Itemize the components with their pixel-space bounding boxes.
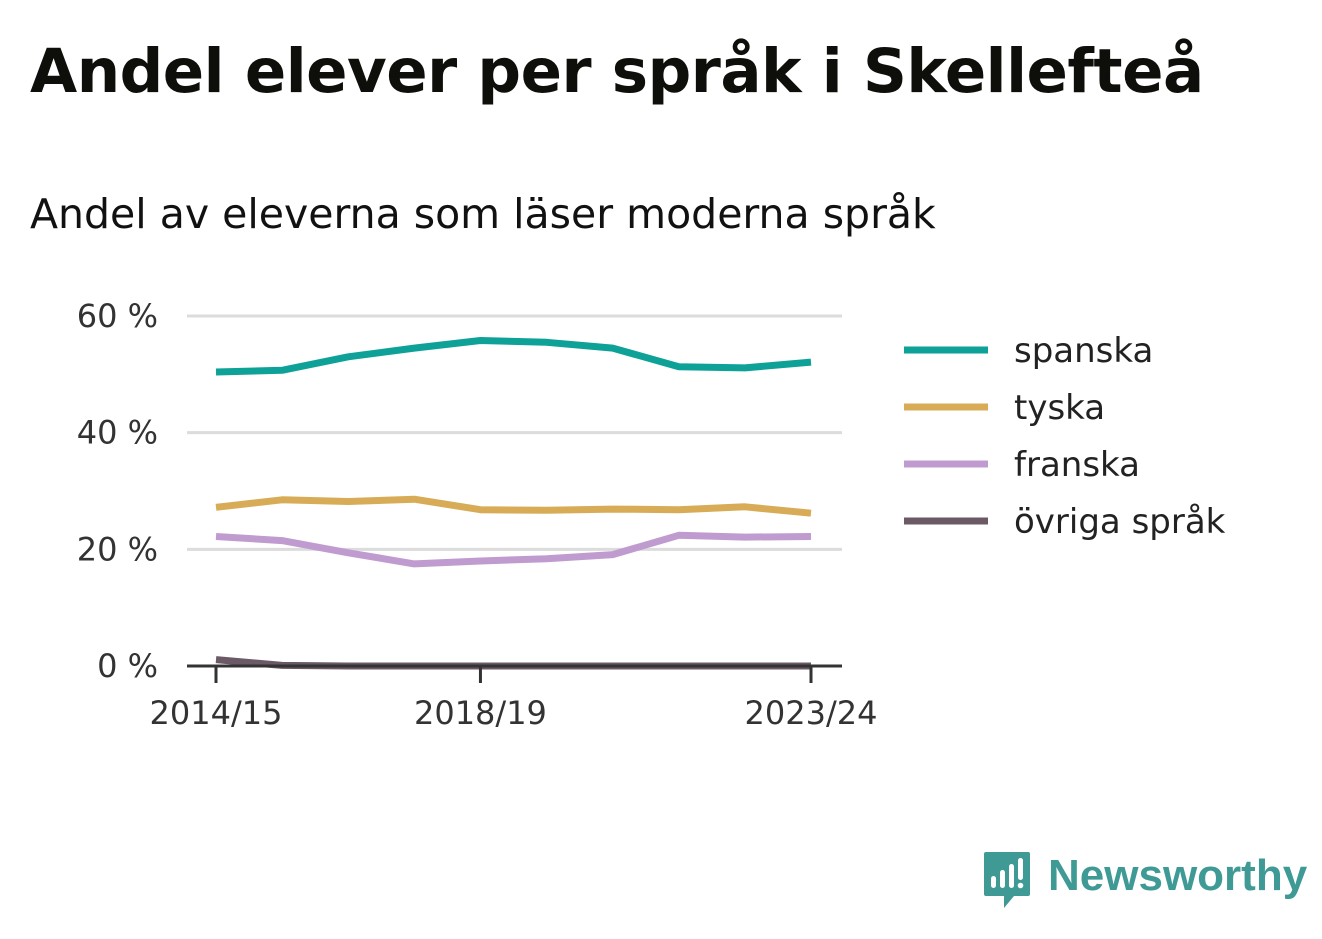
y-tick-label-0: 0 %	[97, 647, 158, 685]
legend-item-franska: franska	[904, 445, 1140, 485]
legend-label-spanska: spanska	[1014, 331, 1153, 371]
legend-item-spanska: spanska	[904, 331, 1153, 371]
series-line-franska	[215, 531, 812, 568]
y-tick-label-60: 60 %	[77, 297, 158, 335]
series-lines	[215, 337, 812, 670]
legend-item-tyska: tyska	[904, 388, 1105, 428]
legend: spanska tyska franska övriga språk	[904, 331, 1226, 542]
newsworthy-logo: Newsworthy	[982, 850, 1307, 910]
x-tick-label-2014-15: 2014/15	[150, 694, 283, 732]
legend-label-tyska: tyska	[1014, 388, 1105, 428]
legend-label-övriga-språk: övriga språk	[1014, 502, 1226, 542]
y-tick-label-20: 20 %	[77, 530, 158, 568]
newsworthy-logo-icon	[984, 852, 1030, 908]
y-axis-ticks: 0 % 20 % 40 % 60 %	[77, 297, 158, 685]
y-tick-label-40: 40 %	[77, 414, 158, 452]
series-line-tyska	[215, 495, 812, 517]
series-line-spanska	[215, 337, 812, 376]
chart-title: Andel elever per språk i Skellefteå	[30, 36, 1204, 107]
x-tick-label-2018-19: 2018/19	[414, 694, 547, 732]
legend-item-övriga-språk: övriga språk	[904, 502, 1226, 542]
newsworthy-logo-text: Newsworthy	[1048, 851, 1308, 900]
grid-lines	[187, 314, 842, 551]
legend-label-franska: franska	[1014, 445, 1140, 485]
x-tick-label-2023-24: 2023/24	[745, 694, 878, 732]
line-chart: 0 % 20 % 40 % 60 % 2014/15 2018/19 2023/24 sp…	[77, 297, 1226, 732]
x-axis-ticks: 2014/15 2018/19 2023/24	[150, 666, 878, 732]
chart-subtitle: Andel av eleverna som läser moderna språ…	[30, 190, 936, 238]
